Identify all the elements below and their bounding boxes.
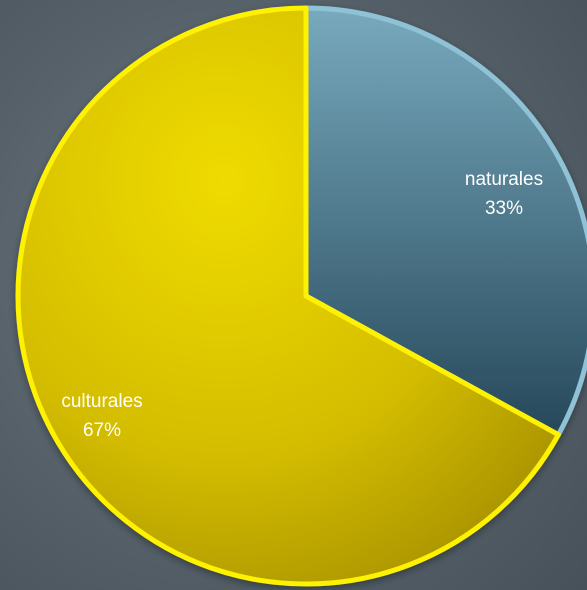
slice-value-naturales: 33% xyxy=(485,198,523,219)
slice-label-naturales: naturales xyxy=(465,169,543,190)
pie-slices xyxy=(15,5,587,587)
pie-slice-culturales xyxy=(15,5,561,587)
slice-value-culturales: 67% xyxy=(83,420,121,441)
slice-label-culturales: culturales xyxy=(61,391,142,412)
pie-labels: naturales 33% culturales 67% xyxy=(61,169,543,441)
